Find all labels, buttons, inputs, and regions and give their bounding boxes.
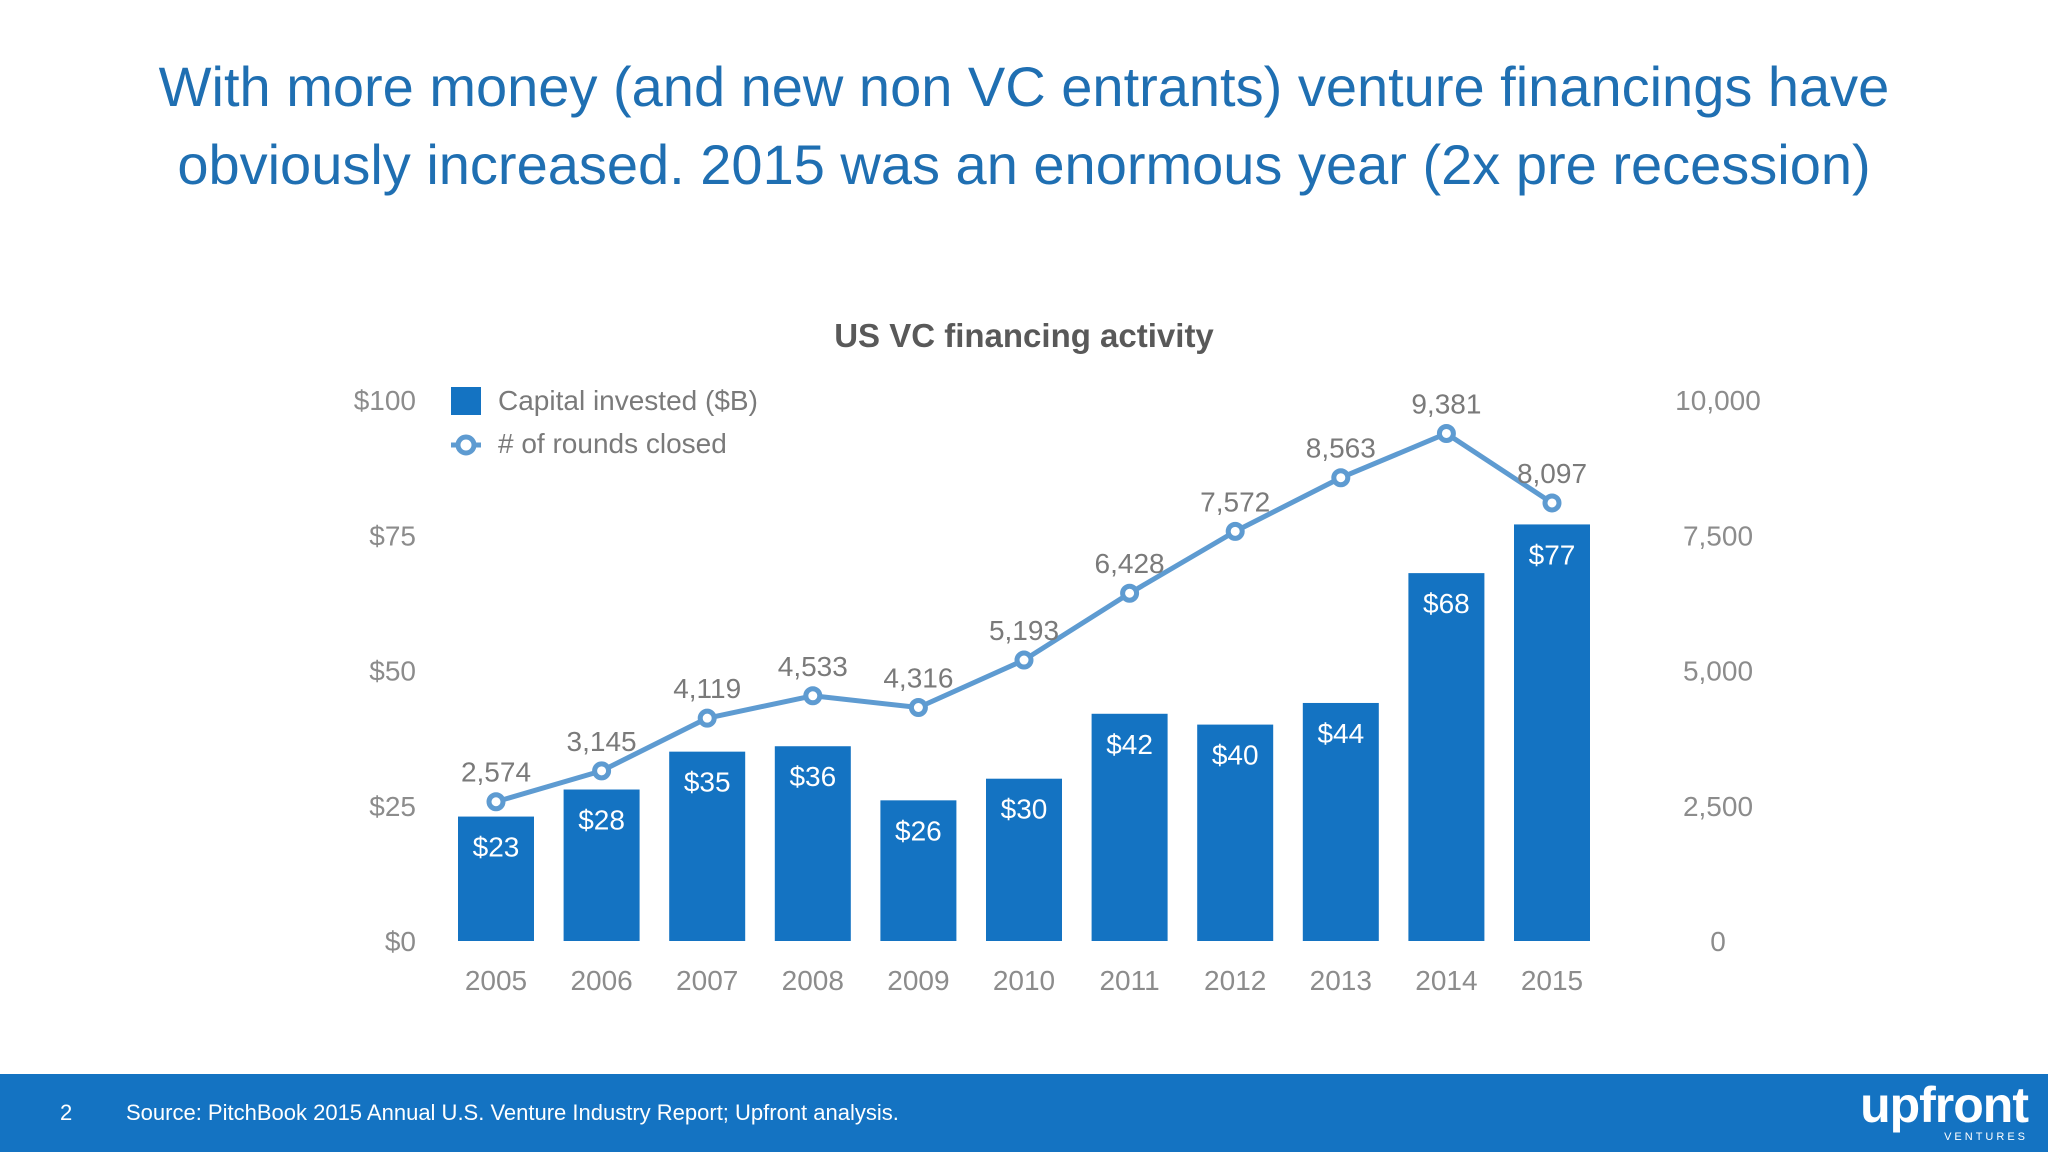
- rounds-point: [592, 761, 612, 781]
- y-left-tick-label: $100: [354, 385, 416, 416]
- bar: [1514, 524, 1590, 941]
- rounds-value-label: 4,316: [883, 663, 953, 694]
- bar-value-label: $23: [473, 832, 520, 863]
- upfront-logo: upfront VENTURES: [1828, 1077, 2029, 1146]
- footer-bar: 2 Source: PitchBook 2015 Annual U.S. Ven…: [0, 1074, 2048, 1152]
- y-left-tick-label: $50: [369, 656, 416, 687]
- x-tick-label: 2011: [1099, 965, 1159, 996]
- rounds-point: [1331, 468, 1351, 488]
- bar: [986, 778, 1062, 941]
- rounds-point: [697, 708, 717, 728]
- rounds-value-label: 4,533: [778, 651, 848, 682]
- rounds-value-label: 8,097: [1517, 458, 1587, 489]
- rounds-value-label: 7,572: [1200, 486, 1270, 517]
- bar-value-label: $36: [789, 761, 836, 792]
- source-note: Source: PitchBook 2015 Annual U.S. Ventu…: [126, 1100, 899, 1125]
- rounds-point: [486, 792, 506, 812]
- y-right-tick-label: 7,500: [1683, 520, 1753, 551]
- chart-title: US VC financing activity: [834, 317, 1214, 354]
- rounds-point: [1542, 493, 1562, 513]
- bar: [1091, 713, 1168, 941]
- x-tick-label: 2009: [887, 965, 949, 996]
- rounds-point: [1436, 423, 1456, 443]
- rounds-value-label: 9,381: [1411, 388, 1481, 419]
- bar: [563, 789, 640, 941]
- slide-title: With more money (and new non VC entrants…: [0, 48, 2048, 204]
- legend-label-rounds: # of rounds closed: [498, 428, 727, 459]
- bar: [669, 751, 746, 941]
- y-left-tick-label: $25: [369, 791, 416, 822]
- x-tick-label: 2013: [1310, 965, 1372, 996]
- bar: [458, 816, 534, 941]
- bar-value-label: $77: [1529, 539, 1576, 570]
- rounds-point: [1225, 521, 1245, 541]
- x-tick-label: 2015: [1521, 965, 1583, 996]
- x-tick-label: 2008: [782, 965, 844, 996]
- bar: [1302, 702, 1379, 941]
- y-right-tick-label: 5,000: [1683, 656, 1753, 687]
- y-left-tick-label: $75: [369, 520, 416, 551]
- page-number: 2: [60, 1100, 73, 1125]
- bar-value-label: $68: [1423, 588, 1470, 619]
- chart-legend: Capital invested ($B) # of rounds closed: [451, 385, 758, 459]
- x-tick-label: 2010: [993, 965, 1055, 996]
- bar: [774, 746, 851, 941]
- rounds-point: [803, 686, 823, 706]
- rounds-point: [1120, 583, 1140, 603]
- bar-value-label: $28: [578, 805, 625, 836]
- x-tick-label: 2007: [676, 965, 738, 996]
- x-tick-label: 2012: [1204, 965, 1266, 996]
- x-tick-label: 2014: [1415, 965, 1477, 996]
- slide-title-line-2: obviously increased. 2015 was an enormou…: [177, 133, 1871, 196]
- bar-value-label: $26: [895, 815, 942, 846]
- logo-wordmark: upfront: [1860, 1077, 2029, 1133]
- rounds-value-label: 3,145: [567, 726, 637, 757]
- bar-value-label: $35: [684, 767, 731, 798]
- bar-value-label: $40: [1212, 740, 1259, 771]
- bar: [880, 800, 957, 941]
- y-right-tick-label: 10,000: [1675, 385, 1761, 416]
- rounds-value-label: 2,574: [461, 757, 531, 788]
- bar: [1197, 724, 1274, 941]
- x-tick-label: 2005: [465, 965, 527, 996]
- bar-value-label: $30: [1001, 794, 1048, 825]
- vc-financing-chart: US VC financing activity Capital investe…: [354, 317, 1761, 996]
- bar-value-label: $42: [1106, 729, 1153, 760]
- rounds-point: [908, 698, 928, 718]
- bar: [1408, 573, 1485, 941]
- rounds-point: [1014, 650, 1034, 670]
- legend-swatch-marker: [455, 434, 477, 456]
- logo-subtext: VENTURES: [1944, 1131, 2028, 1143]
- legend-label-capital: Capital invested ($B): [498, 385, 758, 416]
- rounds-value-label: 5,193: [989, 615, 1059, 646]
- y-right-tick-label: 2,500: [1683, 791, 1753, 822]
- legend-swatch-bar: [451, 387, 481, 415]
- y-left-tick-label: $0: [385, 926, 416, 957]
- slide-title-line-1: With more money (and new non VC entrants…: [158, 55, 1890, 118]
- rounds-value-label: 8,563: [1306, 433, 1376, 464]
- rounds-value-label: 6,428: [1095, 548, 1165, 579]
- y-right-tick-label: 0: [1710, 926, 1726, 957]
- x-tick-label: 2006: [570, 965, 632, 996]
- rounds-value-label: 4,119: [673, 673, 741, 704]
- bar-value-label: $44: [1317, 718, 1364, 749]
